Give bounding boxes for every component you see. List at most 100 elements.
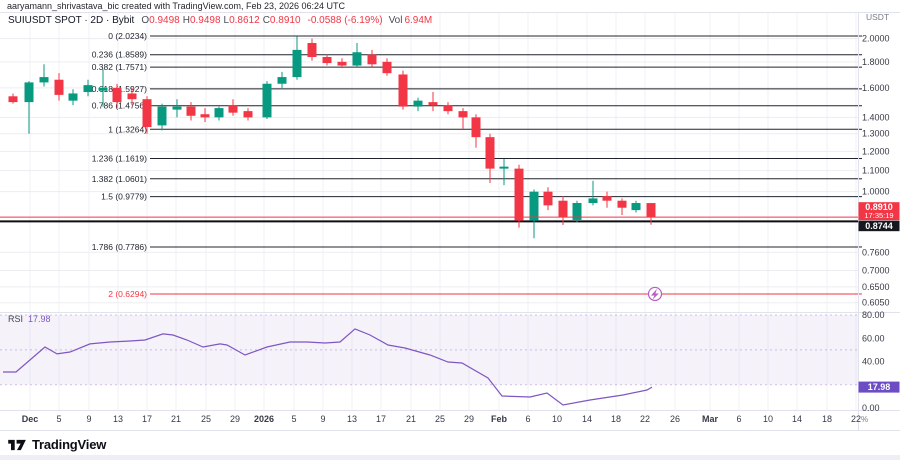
time-axis-label[interactable]: Feb (491, 414, 508, 424)
price-axis-label[interactable]: 1.4000 (862, 112, 890, 122)
candle-body (68, 93, 78, 101)
level-badge (858, 220, 900, 232)
rsi-axis-label[interactable]: 0.00 (862, 403, 880, 413)
candle-body (443, 105, 453, 112)
candle-body (186, 106, 196, 116)
fib-level-label: 0.382 (1.7571) (92, 62, 147, 72)
tradingview-logo[interactable]: TradingView (8, 437, 106, 452)
price-axis-label[interactable]: 0.7000 (862, 265, 890, 275)
time-axis-label[interactable]: 21 (406, 414, 416, 424)
time-axis-label[interactable]: 6 (736, 414, 741, 424)
rsi-label[interactable]: RSI (8, 314, 24, 324)
time-axis-label[interactable]: 25 (435, 414, 445, 424)
candle-body (172, 106, 182, 110)
candle-body (588, 198, 598, 204)
time-axis-label[interactable]: 21 (171, 414, 181, 424)
time-axis-label[interactable]: 9 (86, 414, 91, 424)
candle-body (428, 102, 438, 106)
candle-body (142, 99, 152, 128)
time-axis-label[interactable]: Mar (702, 414, 719, 424)
candle-body (471, 117, 481, 138)
time-axis-label[interactable]: 29 (464, 414, 474, 424)
time-axis-label[interactable]: 2026 (254, 414, 274, 424)
volume-value: 6.94M (404, 15, 433, 26)
time-axis-label[interactable]: 13 (113, 414, 123, 424)
candle-body (127, 93, 137, 100)
time-axis-label[interactable]: 17 (142, 414, 152, 424)
ohlc-value: 0.9498 (149, 15, 180, 26)
candle-body (214, 108, 224, 118)
candle-body (24, 82, 34, 103)
rsi-axis-label[interactable]: 80.00 (862, 310, 885, 320)
time-axis-label[interactable]: 25 (201, 414, 211, 424)
price-axis-label[interactable]: 0.6500 (862, 282, 890, 292)
time-axis-label[interactable]: 18 (611, 414, 621, 424)
price-badge-value: 0.8910 (865, 202, 893, 212)
price-axis-label[interactable]: 1.0000 (862, 187, 890, 197)
candle-body (112, 87, 122, 103)
fib-level-label: 1 (1.3264) (108, 124, 147, 134)
time-axis-label[interactable]: 10 (552, 414, 562, 424)
price-axis-label[interactable]: 1.6000 (862, 83, 890, 93)
price-axis-label[interactable]: 1.3000 (862, 129, 890, 139)
candle-body (39, 77, 49, 83)
time-axis-label[interactable]: 26 (670, 414, 680, 424)
price-axis-label[interactable]: 1.1000 (862, 166, 890, 176)
time-axis-label[interactable]: 6 (525, 414, 530, 424)
fib-level-label: 0.786 (1.4756) (92, 101, 147, 111)
rsi-axis-label[interactable]: 40.00 (862, 357, 885, 367)
candle-body (572, 203, 582, 220)
candle-body (485, 137, 495, 169)
candle-body (54, 79, 64, 95)
ohlc-letter: L (223, 15, 230, 26)
candle-body (262, 83, 272, 118)
candle-body (292, 49, 302, 78)
time-axis-label[interactable]: 9 (320, 414, 325, 424)
candle-body (382, 61, 392, 74)
ohlc-value: 0.8612 (229, 15, 260, 26)
rsi-axis-label[interactable]: 60.00 (862, 333, 885, 343)
time-axis-label[interactable]: 13 (347, 414, 357, 424)
time-axis-label[interactable]: 14 (792, 414, 802, 424)
attribution-text: aaryamann_shrivastava_bic created with T… (7, 1, 346, 11)
percent-scale-toggle[interactable]: % (861, 415, 868, 424)
time-axis-label[interactable]: 14 (582, 414, 592, 424)
price-axis-label[interactable]: 1.8000 (862, 57, 890, 67)
fib-level-label: 1.236 (1.1619) (92, 154, 147, 164)
tradingview-logo-text: TradingView (32, 437, 107, 452)
price-axis-label[interactable]: 0.6050 (862, 298, 890, 308)
time-axis-label[interactable]: Dec (22, 414, 39, 424)
fib-level-label: 1.382 (1.0601) (92, 174, 147, 184)
candle-body (322, 56, 332, 64)
candle-body (646, 203, 656, 218)
time-axis-label[interactable]: 5 (291, 414, 296, 424)
time-axis-label[interactable]: 17 (376, 414, 386, 424)
candle-body (398, 74, 408, 107)
rsi-line (3, 328, 653, 406)
candle-body (228, 105, 238, 113)
time-axis-label[interactable]: 22 (640, 414, 650, 424)
tradingview-logo-icon (8, 439, 26, 451)
candle-body (157, 106, 167, 126)
rsi-badge (858, 381, 900, 393)
time-axis-label[interactable]: 10 (763, 414, 773, 424)
time-axis-label[interactable]: 29 (230, 414, 240, 424)
candle-body (8, 96, 18, 103)
candle-body (499, 166, 509, 169)
price-axis-label[interactable]: 1.2000 (862, 146, 890, 156)
ohlc-value: 0.8910 (269, 15, 301, 26)
candle-body (277, 77, 287, 84)
candle-body (307, 43, 317, 57)
candle-body (413, 100, 423, 107)
symbol-title[interactable]: SUIUSDT SPOT · 2D · Bybit (8, 15, 135, 26)
candle-body (200, 114, 210, 118)
time-axis-label[interactable]: 5 (56, 414, 61, 424)
level-badge-value: 0.8744 (865, 221, 893, 231)
price-axis-label[interactable]: 2.0000 (862, 34, 890, 44)
time-axis-label[interactable]: 22 (851, 414, 861, 424)
time-axis-label[interactable]: 18 (822, 414, 832, 424)
candle-body (352, 52, 362, 66)
price-axis-label[interactable]: 0.7600 (862, 247, 890, 257)
